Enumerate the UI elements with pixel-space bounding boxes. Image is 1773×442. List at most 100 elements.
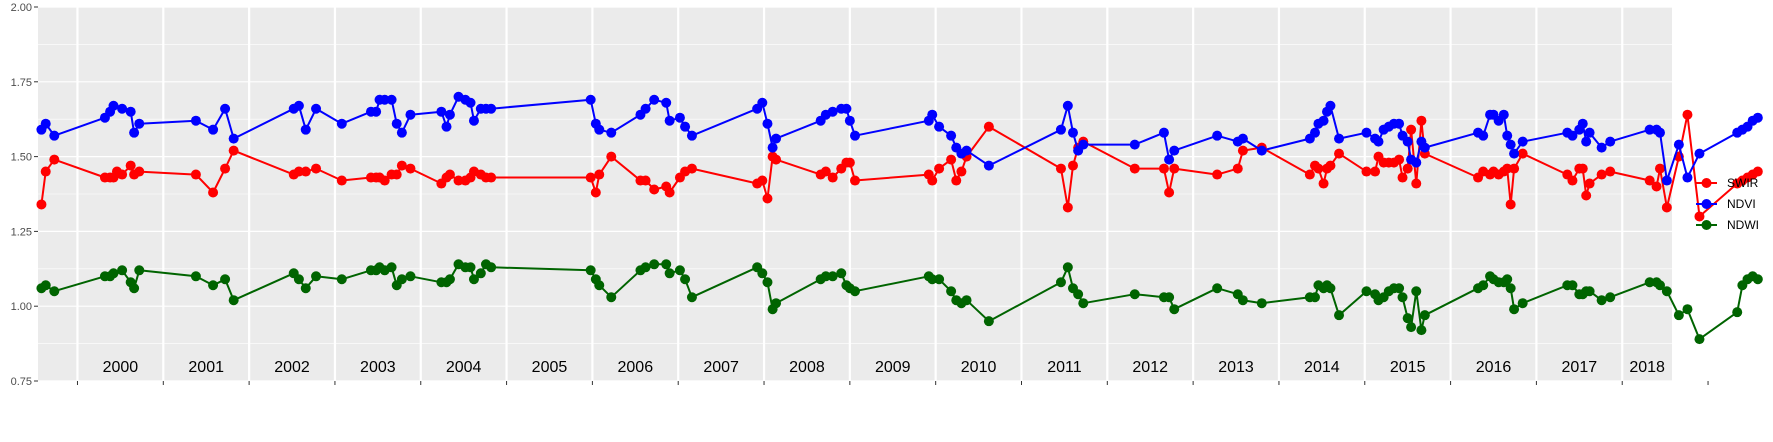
data-point-swir — [1237, 145, 1248, 156]
data-point-ndvi — [1581, 136, 1592, 147]
year-label: 2004 — [446, 359, 482, 376]
data-point-swir — [396, 160, 407, 171]
data-point-ndvi — [1509, 148, 1520, 159]
data-point-ndvi — [1654, 127, 1665, 138]
data-point-swir — [1062, 202, 1073, 213]
data-point-ndvi — [293, 100, 304, 111]
data-point-ndvi — [468, 115, 479, 126]
data-point-ndvi — [190, 115, 201, 126]
data-point-ndvi — [1498, 109, 1509, 120]
year-label: 2014 — [1304, 359, 1340, 376]
data-point-swir — [606, 151, 617, 162]
data-point-ndwi — [934, 274, 945, 285]
data-point-swir — [208, 187, 219, 198]
data-point-swir — [1682, 109, 1693, 120]
data-point-swir — [844, 157, 855, 168]
data-point-ndvi — [386, 94, 397, 105]
year-label: 2017 — [1562, 359, 1598, 376]
data-point-ndvi — [1502, 130, 1513, 141]
data-point-ndvi — [1169, 145, 1180, 156]
data-point-ndwi — [1584, 286, 1595, 297]
data-point-swir — [311, 163, 322, 174]
data-point-swir — [951, 175, 962, 186]
data-point-swir — [1581, 190, 1592, 201]
data-point-ndwi — [606, 292, 617, 303]
data-point-ndvi — [1078, 139, 1089, 150]
data-point-ndvi — [379, 94, 390, 105]
data-point-ndvi — [405, 109, 416, 120]
year-label: 2011 — [1047, 359, 1082, 376]
data-point-ndvi — [961, 145, 972, 156]
data-point-swir — [771, 154, 782, 165]
data-point-ndvi — [674, 112, 685, 123]
data-point-ndvi — [1644, 124, 1655, 135]
data-point-ndwi — [1654, 280, 1665, 291]
data-point-ndwi — [961, 295, 972, 306]
data-point-ndvi — [108, 100, 119, 111]
data-point-ndwi — [594, 280, 605, 291]
data-point-ndvi — [1577, 118, 1588, 129]
data-point-swir — [983, 121, 994, 132]
data-point-ndwi — [1055, 277, 1066, 288]
data-point-ndvi — [594, 124, 605, 135]
data-point-ndwi — [1402, 313, 1413, 324]
data-point-swir — [1502, 163, 1513, 174]
x-axis — [76, 381, 1709, 385]
year-label: 2005 — [532, 359, 568, 376]
data-point-ndvi — [1237, 133, 1248, 144]
data-point-swir — [379, 175, 390, 186]
data-point-ndwi — [220, 274, 231, 285]
data-point-ndwi — [1644, 277, 1655, 288]
data-point-ndwi — [300, 283, 311, 294]
data-point-ndvi — [1584, 127, 1595, 138]
data-point-ndwi — [850, 286, 860, 297]
data-point-swir — [594, 169, 605, 180]
data-point-ndwi — [49, 286, 60, 297]
data-point-swir — [453, 175, 464, 186]
data-point-ndvi — [640, 103, 651, 114]
data-point-ndwi — [1325, 283, 1336, 294]
data-point-ndvi — [757, 97, 768, 108]
data-point-swir — [49, 154, 60, 165]
data-point-swir — [1661, 202, 1672, 213]
data-point-ndwi — [1732, 307, 1743, 318]
data-point-ndvi — [850, 130, 860, 141]
data-point-ndvi — [1505, 139, 1516, 150]
data-point-ndvi — [661, 97, 672, 108]
data-point-swir — [40, 166, 51, 177]
data-point-ndwi — [117, 265, 128, 276]
data-point-ndwi — [486, 262, 497, 273]
data-point-ndvi — [228, 133, 239, 144]
y-tick-label: 1.00 — [11, 301, 32, 313]
data-point-ndwi — [1129, 289, 1140, 300]
data-point-ndvi — [465, 97, 476, 108]
data-point-swir — [1406, 124, 1417, 135]
data-point-swir — [934, 163, 945, 174]
data-point-ndvi — [767, 142, 778, 153]
data-point-ndvi — [585, 94, 596, 105]
data-point-swir — [117, 169, 128, 180]
data-point-swir — [686, 163, 697, 174]
data-point-ndvi — [1256, 145, 1267, 156]
data-point-ndvi — [827, 106, 838, 117]
data-point-ndvi — [1694, 148, 1705, 159]
data-point-ndwi — [1062, 262, 1073, 273]
legend-label: NDVI — [1727, 197, 1756, 211]
data-point-swir — [36, 199, 47, 210]
data-point-ndwi — [686, 292, 697, 303]
year-label: 2008 — [789, 359, 825, 376]
data-point-ndwi — [444, 274, 455, 285]
data-point-ndwi — [396, 274, 407, 285]
year-label: 2000 — [103, 359, 139, 376]
data-point-swir — [190, 169, 201, 180]
data-point-ndvi — [1062, 100, 1073, 111]
data-point-ndwi — [1256, 298, 1267, 309]
data-point-ndvi — [117, 103, 128, 114]
data-point-ndwi — [1694, 334, 1705, 345]
data-point-swir — [1654, 163, 1665, 174]
data-point-ndwi — [1416, 325, 1427, 336]
data-point-swir — [1584, 178, 1595, 189]
data-point-swir — [640, 175, 651, 186]
data-point-swir — [1370, 166, 1381, 177]
data-point-swir — [1416, 115, 1427, 126]
